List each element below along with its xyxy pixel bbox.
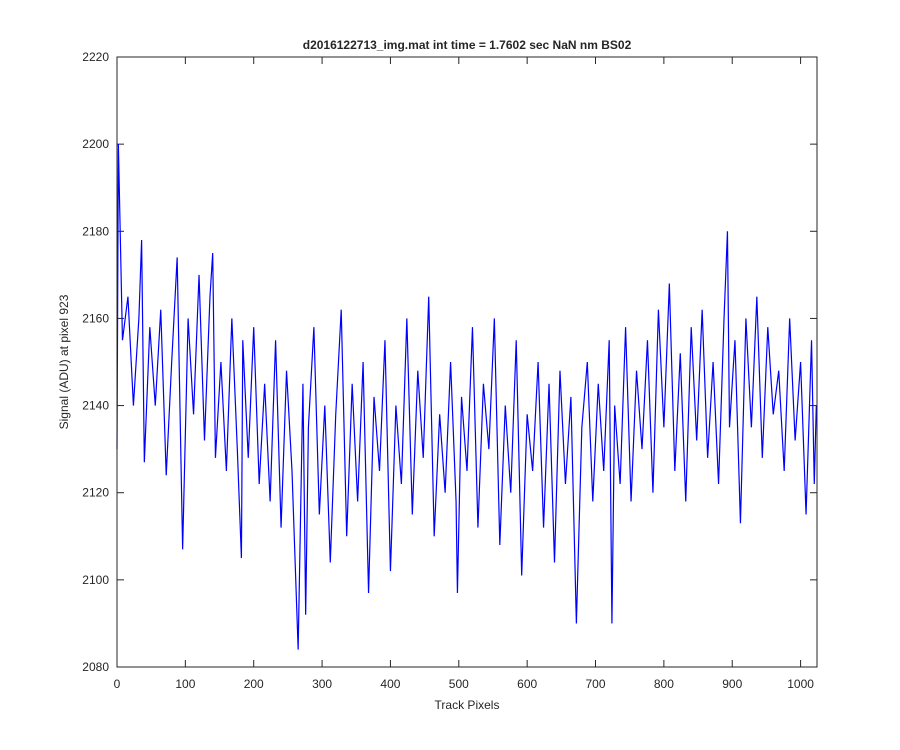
- chart-title: d2016122713_img.mat int time = 1.7602 se…: [303, 38, 632, 52]
- y-axis-label: Signal (ADU) at pixel 923: [57, 294, 71, 429]
- y-tick-label: 2180: [82, 224, 109, 238]
- y-tick-label: 2120: [82, 486, 109, 500]
- y-tick-label: 2160: [82, 311, 109, 325]
- y-tick-label: 2100: [82, 573, 109, 587]
- x-tick-label: 1000: [787, 677, 814, 691]
- x-axis-label: Track Pixels: [435, 698, 500, 712]
- x-tick-label: 0: [114, 677, 121, 691]
- x-tick-label: 300: [312, 677, 332, 691]
- x-tick-label: 900: [722, 677, 742, 691]
- x-tick-label: 800: [654, 677, 674, 691]
- axes-box: [116, 56, 818, 668]
- y-tick-label: 2140: [82, 399, 109, 413]
- x-tick-label: 700: [586, 677, 606, 691]
- x-tick-label: 500: [449, 677, 469, 691]
- y-tick-label: 2200: [82, 137, 109, 151]
- x-tick-label: 400: [380, 677, 400, 691]
- y-tick-label: 2220: [82, 50, 109, 64]
- y-tick-label: 2080: [82, 660, 109, 674]
- data-line: [116, 144, 817, 650]
- x-tick-label: 100: [175, 677, 195, 691]
- x-tick-label: 600: [517, 677, 537, 691]
- x-tick-label: 200: [244, 677, 264, 691]
